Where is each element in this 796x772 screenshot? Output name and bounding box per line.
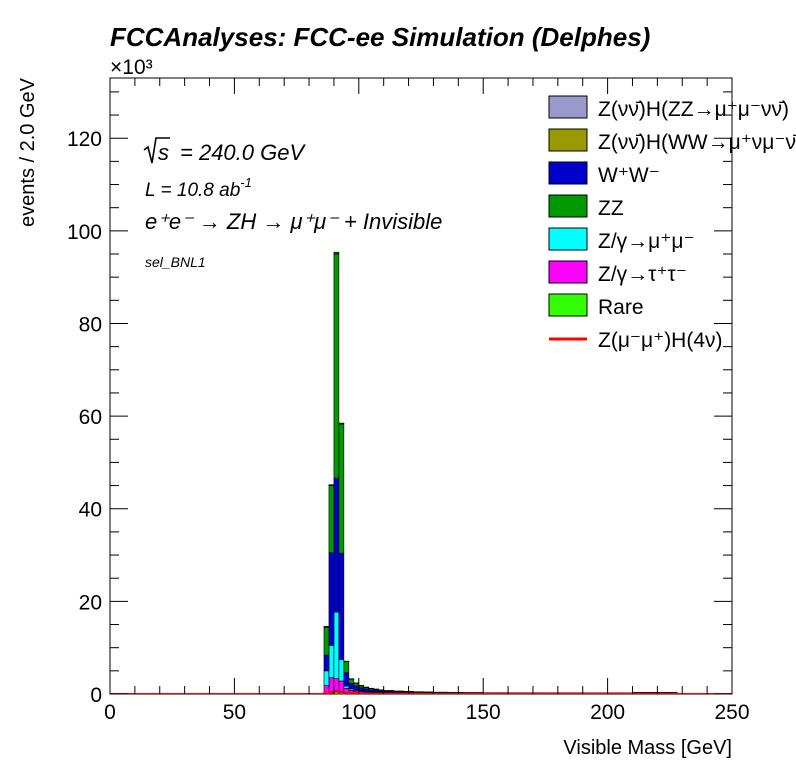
bar-4-0 xyxy=(323,627,330,656)
x-axis-title: Visible Mass [GeV] xyxy=(563,737,732,759)
bar-4-5 xyxy=(348,678,355,684)
x-tick-label-250: 250 xyxy=(714,701,749,724)
bar-3-5 xyxy=(348,683,355,690)
sqrt-symbol xyxy=(143,137,170,164)
annotation-sqrt-s: = 240.0 GeV xyxy=(180,140,306,165)
legend-label-6: Rare xyxy=(598,296,644,319)
bar-3-1 xyxy=(328,552,335,646)
bar-3-8 xyxy=(363,688,370,692)
legend-swatch-1 xyxy=(548,128,588,152)
legend-label-5: Z/γ→τ⁺τ⁻ xyxy=(598,263,687,286)
bar-3-9 xyxy=(368,689,375,693)
y-tick-label-0: 0 xyxy=(90,684,102,707)
legend-swatch-3 xyxy=(548,194,588,218)
bar-2-0 xyxy=(323,670,330,686)
legend-label-2: W⁺W⁻ xyxy=(598,164,660,187)
legend-label-4: Z/γ→μ⁺μ⁻ xyxy=(598,230,695,253)
y-tick-label-20: 20 xyxy=(79,591,102,614)
bar-3-7 xyxy=(358,687,365,692)
bar-3-3 xyxy=(338,552,345,661)
signal-line xyxy=(110,690,732,694)
x-tick-label-150: 150 xyxy=(466,701,501,724)
x-tick-label-200: 200 xyxy=(590,701,625,724)
legend-label-0: Z(νν̄)H(ZZ→μ⁺μ⁻νν̄) xyxy=(598,98,789,121)
legend: Z(νν̄)H(ZZ→μ⁺μ⁻νν̄) Z(νν̄)H(WW→μ⁺νμ⁻ν̄) W⁺… xyxy=(548,95,796,352)
sqrt-s-letter: s xyxy=(158,140,169,165)
y-tick-label-60: 60 xyxy=(79,406,102,429)
y-axis-title: events / 2.0 GeV xyxy=(17,77,39,227)
bar-4-1 xyxy=(328,485,335,554)
legend-label-3: ZZ xyxy=(598,197,624,220)
x-tick-label-50: 50 xyxy=(223,701,246,724)
bar-2-3 xyxy=(338,659,345,682)
annotation-lumi: L = 10.8 ab-1 xyxy=(145,175,252,201)
x-tick-label-100: 100 xyxy=(341,701,376,724)
y-tick-label-40: 40 xyxy=(79,499,102,522)
y-tick-label-120: 120 xyxy=(67,128,102,151)
legend-swatch-5 xyxy=(548,260,588,284)
annotation-selection: sel_BNL1 xyxy=(145,254,206,270)
signal-line-layer xyxy=(110,690,732,694)
bar-4-2 xyxy=(333,253,340,479)
legend-swatch-2 xyxy=(548,161,588,185)
bar-1-2 xyxy=(333,678,340,692)
chart-title: FCCAnalyses: FCC-ee Simulation (Delphes) xyxy=(110,22,650,52)
bar-3-4 xyxy=(343,672,350,687)
bar-4-4 xyxy=(343,661,350,673)
bar-6-2 xyxy=(333,251,340,254)
annotation-process: e⁺e⁻ → ZH → μ⁺μ⁻ + Invisible xyxy=(145,209,442,234)
bar-4-3 xyxy=(338,423,345,554)
bar-2-2 xyxy=(333,611,340,680)
bar-1-3 xyxy=(338,680,345,692)
bar-1-1 xyxy=(328,677,335,692)
bar-3-2 xyxy=(333,477,340,613)
plot-frame xyxy=(109,77,733,695)
legend-label-7: Z(μ⁻μ⁺)H(4ν) xyxy=(598,329,723,352)
bar-2-4 xyxy=(343,685,350,689)
annotations: s = 240.0 GeV L = 10.8 ab-1 e⁺e⁻ → ZH → … xyxy=(143,137,442,270)
axes: 0 50 100 150 200 250 0 20 40 60 80 100 120 xyxy=(67,78,750,724)
legend-swatch-4 xyxy=(548,227,588,251)
x-tick-label-0: 0 xyxy=(104,701,116,724)
bar-3-6 xyxy=(353,685,360,691)
bar-3-10 xyxy=(373,690,380,693)
legend-swatch-6 xyxy=(548,293,588,317)
y-tick-label-100: 100 xyxy=(67,221,102,244)
y-tick-label-80: 80 xyxy=(79,313,102,336)
bar-2-1 xyxy=(328,645,335,679)
y-multiplier-label: ×10³ xyxy=(110,56,153,79)
bar-3-0 xyxy=(323,654,330,672)
legend-label-1: Z(νν̄)H(WW→μ⁺νμ⁻ν̄) xyxy=(598,131,796,154)
legend-swatch-0 xyxy=(548,95,588,119)
